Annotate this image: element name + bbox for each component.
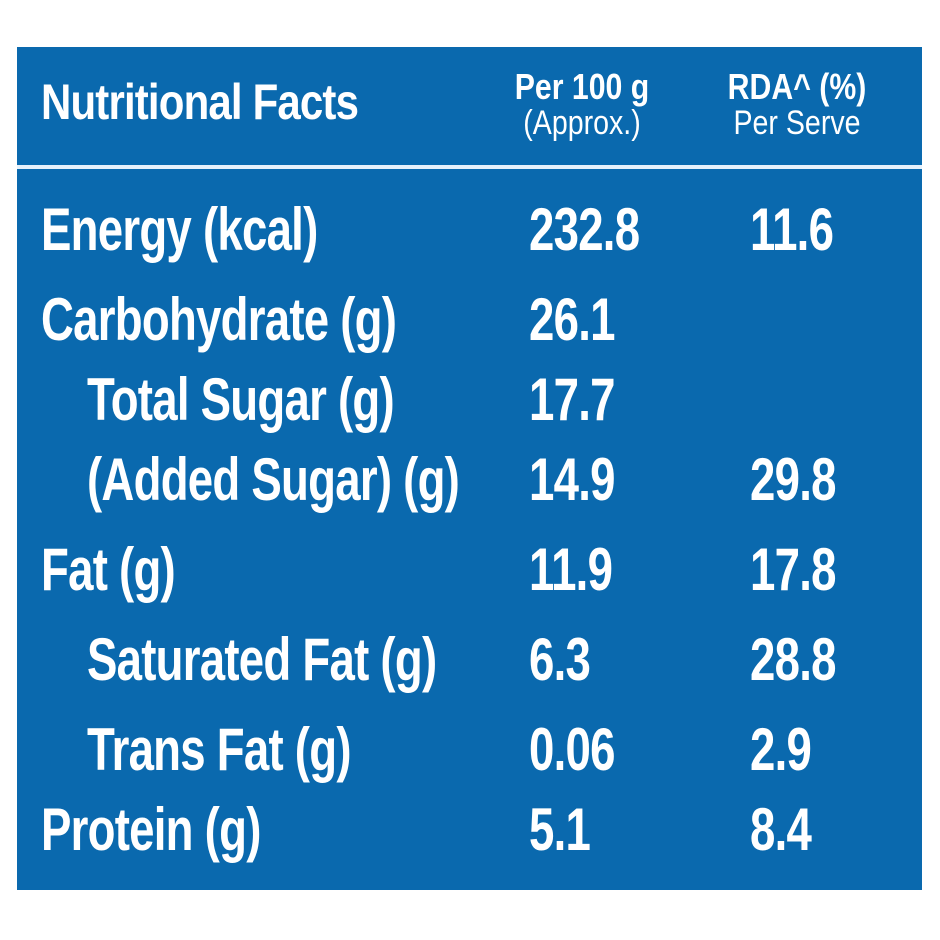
per-100g-column-header: Per 100 g (Approx.) (472, 66, 692, 142)
nutrient-name: Trans Fat (g) (87, 716, 352, 783)
rda-column-header: RDA^ (%) Per Serve (687, 66, 907, 142)
nutrient-name: Saturated Fat (g) (87, 626, 437, 693)
per-100g-value: 11.9 (529, 536, 613, 603)
per-100g-header-line2: (Approx.) (523, 104, 641, 142)
table-row-energy: Energy (kcal) 232.8 11.6 (17, 190, 922, 270)
table-row-protein: Protein (g) 5.1 8.4 (17, 790, 922, 870)
header-divider (17, 165, 922, 169)
rda-value: 17.8 (750, 536, 836, 603)
per-100g-value: 6.3 (529, 626, 591, 693)
per-100g-value: 5.1 (529, 796, 591, 863)
nutrition-facts-panel: Nutritional Facts Per 100 g (Approx.) RD… (17, 47, 922, 890)
rda-header-line2: Per Serve (733, 104, 861, 142)
nutrient-name: Energy (kcal) (41, 196, 318, 263)
rda-value: 2.9 (750, 716, 812, 783)
per-100g-value: 0.06 (529, 716, 615, 783)
rda-value: 29.8 (750, 446, 836, 513)
nutrient-name: Protein (g) (41, 796, 261, 863)
nutrient-name: Total Sugar (g) (87, 366, 395, 433)
table-row-saturated-fat: Saturated Fat (g) 6.3 28.8 (17, 620, 922, 700)
nutrient-name: Fat (g) (41, 536, 176, 603)
nutrient-name: (Added Sugar) (g) (87, 446, 460, 513)
nutrient-name: Carbohydrate (g) (41, 286, 397, 353)
rda-value: 28.8 (750, 626, 836, 693)
per-100g-header-line1: Per 100 g (514, 66, 650, 107)
per-100g-value: 26.1 (529, 286, 615, 353)
rda-header-line1: RDA^ (%) (727, 66, 867, 107)
table-row-fat: Fat (g) 11.9 17.8 (17, 530, 922, 610)
table-title: Nutritional Facts (41, 74, 359, 130)
rda-value: 11.6 (750, 196, 834, 263)
per-100g-value: 14.9 (529, 446, 615, 513)
per-100g-value: 17.7 (529, 366, 615, 433)
rda-value: 8.4 (750, 796, 812, 863)
table-row-trans-fat: Trans Fat (g) 0.06 2.9 (17, 710, 922, 790)
table-row-added-sugar: (Added Sugar) (g) 14.9 29.8 (17, 440, 922, 520)
per-100g-value: 232.8 (529, 196, 640, 263)
table-row-total-sugar: Total Sugar (g) 17.7 (17, 360, 922, 440)
table-row-carbohydrate: Carbohydrate (g) 26.1 (17, 280, 922, 360)
table-header: Nutritional Facts Per 100 g (Approx.) RD… (17, 47, 922, 164)
